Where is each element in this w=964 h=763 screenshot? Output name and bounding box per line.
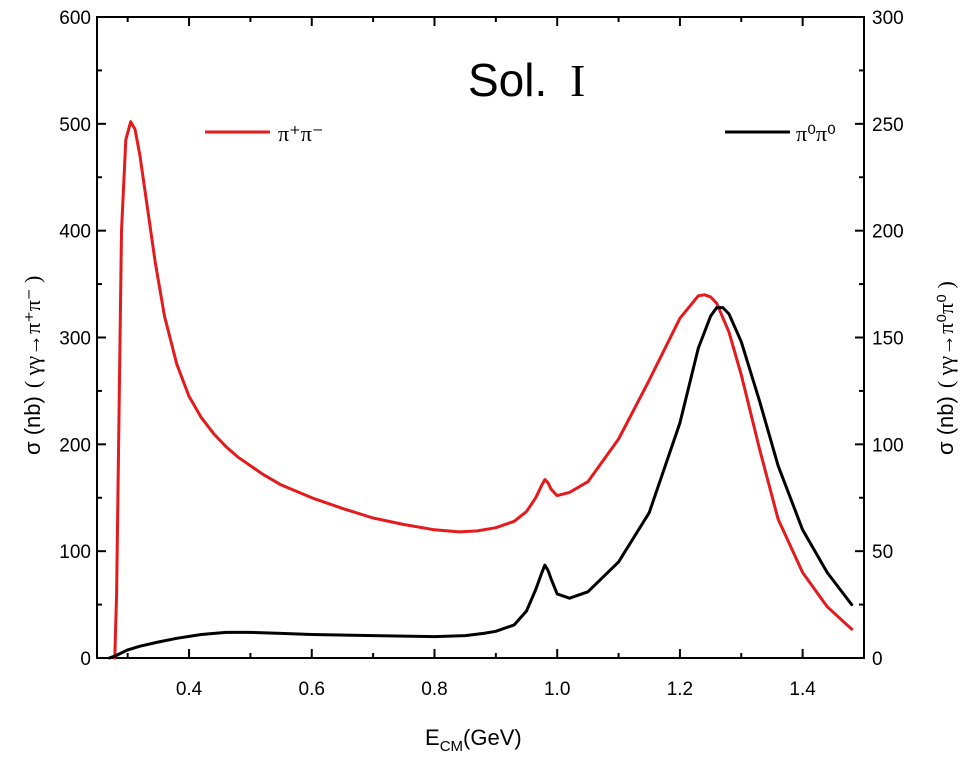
y-left-tick-label: 300 xyxy=(59,329,91,350)
x-tick-label: 1.2 xyxy=(667,679,693,700)
y-axis-right-title-process: ( γγ→π⁰π⁰ ) xyxy=(933,281,958,388)
y-axis-right-title-main: σ (nb) xyxy=(933,396,958,455)
chart-title-numeral: I xyxy=(570,55,585,106)
legend: π⁺π⁻ π⁰π⁰ xyxy=(205,121,836,146)
x-axis-title-symbol: E xyxy=(425,725,440,750)
y-right-tick-label: 250 xyxy=(872,115,904,136)
x-axis-title-subscript: CM xyxy=(440,738,463,755)
y-axis-right-title: σ (nb) ( γγ→π⁰π⁰ ) xyxy=(933,281,958,455)
y-right-tick-label: 0 xyxy=(872,649,883,670)
series-line-charged-pions xyxy=(113,120,854,660)
y-left-tick-label: 200 xyxy=(59,435,91,456)
y-left-tick-label: 0 xyxy=(80,649,91,670)
x-tick-label: 1.4 xyxy=(789,679,816,700)
y-axis-left-title: σ (nb) ( γγ→π⁺π⁻ ) xyxy=(20,276,45,455)
y-left-tick-label: 600 xyxy=(59,8,91,29)
y-axis-left-title-main: σ (nb) xyxy=(20,396,45,455)
x-axis-title: ECM(GeV) xyxy=(425,725,522,755)
y-right-tick-label: 300 xyxy=(872,8,904,29)
plot-frame xyxy=(96,16,865,659)
y-right-tick-label: 150 xyxy=(872,329,904,350)
series-layer xyxy=(107,120,854,660)
y-right-tick-label: 200 xyxy=(872,222,904,243)
y-right-tick-label: 100 xyxy=(872,435,904,456)
legend-label-charged: π⁺π⁻ xyxy=(278,121,323,146)
x-tick-label: 0.4 xyxy=(176,679,203,700)
axis-ticks xyxy=(97,16,865,659)
legend-label-neutral: π⁰π⁰ xyxy=(796,121,836,146)
chart-title: Sol. xyxy=(468,54,547,106)
x-tick-label: 0.6 xyxy=(299,679,325,700)
x-axis-title-unit: (GeV) xyxy=(463,725,522,750)
y-left-tick-label: 100 xyxy=(59,542,91,563)
y-axis-left-title-process: ( γγ→π⁺π⁻ ) xyxy=(20,276,45,389)
x-tick-label: 1.0 xyxy=(544,679,570,700)
y-left-tick-label: 500 xyxy=(59,115,91,136)
series-line-neutral-pions xyxy=(107,306,854,660)
y-right-tick-label: 50 xyxy=(872,542,893,563)
x-tick-label: 0.8 xyxy=(421,679,447,700)
axis-tick-labels: 0.4 0.6 0.8 1.0 1.2 1.4 0 100 200 300 400 500 600 0 50… xyxy=(59,8,903,700)
y-left-tick-label: 400 xyxy=(59,222,91,243)
